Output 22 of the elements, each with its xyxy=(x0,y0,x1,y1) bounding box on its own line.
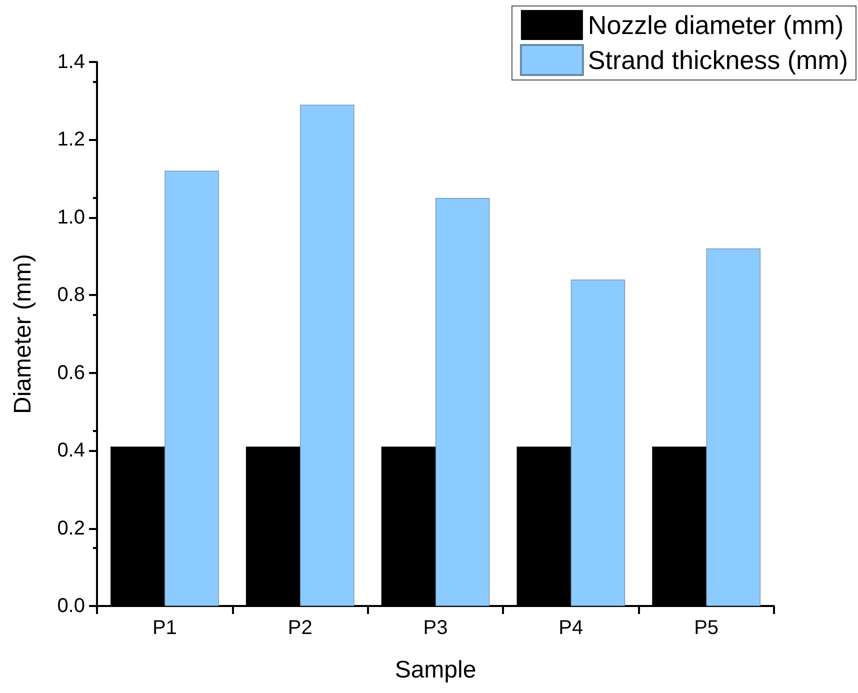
y-axis-title: Diameter (mm) xyxy=(10,254,36,414)
y-tick-label: 0.6 xyxy=(57,362,85,384)
y-tick-label: 0.0 xyxy=(57,595,85,617)
legend-label: Nozzle diameter (mm) xyxy=(588,10,844,40)
x-axis-title: Sample xyxy=(394,656,476,684)
x-tick-label: P2 xyxy=(288,617,312,639)
bar xyxy=(570,280,626,606)
y-tick-label: 1.4 xyxy=(57,51,85,73)
y-tick-label: 0.8 xyxy=(57,284,85,306)
x-tick-label: P3 xyxy=(423,617,448,639)
y-tick-label: 1.2 xyxy=(57,128,85,151)
bar xyxy=(706,248,760,606)
bar xyxy=(436,198,490,606)
bar xyxy=(164,170,219,606)
x-tick-label: P1 xyxy=(152,617,177,639)
x-tick-label: P5 xyxy=(694,617,719,639)
y-tick-label: 0.4 xyxy=(57,440,85,462)
x-tick-label: P4 xyxy=(558,617,584,639)
legend-label: Strand thickness (mm) xyxy=(588,45,848,75)
y-tick-label: 1.0 xyxy=(57,206,85,228)
y-tick-label: 0.2 xyxy=(57,517,85,540)
bar xyxy=(300,104,354,606)
